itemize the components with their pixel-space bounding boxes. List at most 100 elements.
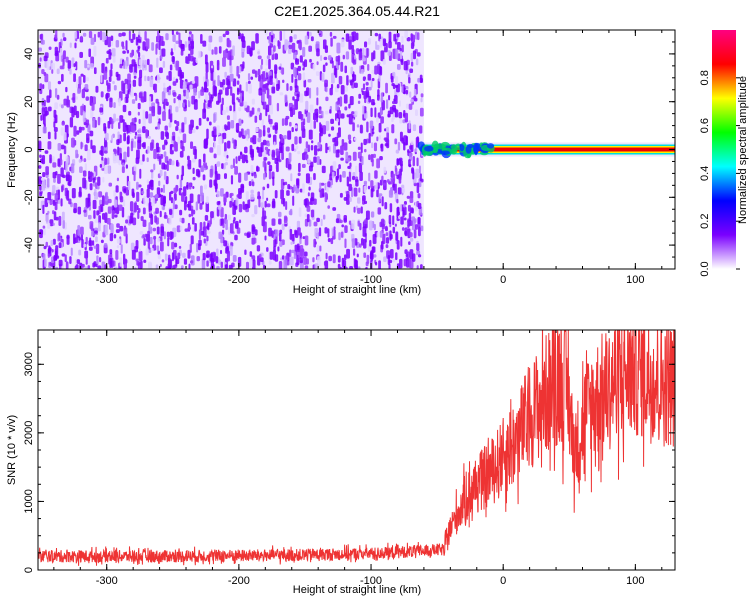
noise-blob [403, 258, 407, 267]
noise-blob [273, 239, 277, 248]
noise-blob [238, 219, 242, 224]
noise-blob [251, 150, 254, 161]
noise-blob [179, 151, 184, 158]
noise-blob [47, 210, 50, 214]
noise-blob [289, 256, 294, 266]
noise-blob [159, 169, 163, 177]
noise-blob [267, 127, 271, 133]
noise-blob [295, 145, 299, 150]
y-tick-label: 0 [23, 146, 35, 152]
noise-blob [340, 157, 344, 161]
noise-blob [262, 221, 267, 233]
noise-blob [340, 85, 345, 95]
noise-blob [409, 68, 414, 73]
noise-blob [341, 138, 345, 147]
noise-blob [78, 76, 82, 86]
noise-blob [164, 139, 168, 146]
noise-blob [332, 254, 336, 264]
noise-blob [246, 45, 251, 55]
noise-blob [78, 186, 82, 197]
noise-blob [302, 236, 306, 240]
noise-blob [263, 125, 266, 135]
noise-blob [327, 55, 332, 61]
noise-blob [137, 111, 140, 116]
noise-blob [334, 136, 339, 147]
noise-blob [339, 192, 343, 198]
snr-series [38, 330, 675, 566]
noise-blob [238, 203, 243, 213]
noise-blob [83, 158, 87, 163]
noise-blob [340, 39, 345, 48]
noise-blob [307, 192, 310, 197]
noise-blob [140, 216, 144, 221]
noise-blob [367, 86, 372, 91]
noise-blob [119, 153, 122, 161]
noise-blob [136, 191, 140, 202]
noise-blob [188, 43, 191, 51]
noise-blob [357, 266, 361, 269]
noise-blob [222, 79, 226, 86]
noise-blob [174, 204, 178, 210]
noise-blob [213, 113, 216, 123]
noise-blob [313, 115, 317, 121]
noise-blob [232, 254, 237, 262]
noise-blob [359, 171, 363, 182]
noise-blob [134, 51, 138, 59]
noise-blob [248, 180, 252, 187]
noise-blob [44, 73, 49, 83]
noise-blob [255, 127, 259, 133]
noise-blob [336, 132, 340, 139]
noise-blob [51, 62, 55, 71]
noise-blob [200, 165, 205, 173]
noise-blob [420, 93, 424, 98]
noise-blob [363, 185, 367, 193]
noise-blob [309, 104, 314, 113]
noise-blob [395, 231, 399, 241]
noise-blob [176, 174, 179, 180]
noise-blob [260, 74, 264, 80]
noise-blob [299, 188, 303, 193]
noise-blob [92, 145, 96, 154]
noise-blob [335, 218, 340, 224]
noise-blob [367, 185, 371, 190]
noise-blob [234, 165, 238, 175]
noise-blob [160, 153, 164, 159]
noise-blob [399, 258, 403, 269]
noise-blob [155, 207, 159, 214]
noise-blob [190, 141, 194, 150]
noise-blob [361, 155, 364, 166]
noise-blob [360, 68, 364, 75]
noise-blob [68, 198, 72, 205]
noise-blob [189, 193, 194, 204]
noise-blob [173, 98, 176, 104]
noise-blob [146, 157, 149, 163]
noise-blob [97, 265, 102, 269]
noise-blob [278, 211, 282, 218]
noise-blob [328, 133, 331, 137]
noise-blob [43, 245, 47, 250]
noise-blob [160, 187, 163, 193]
noise-blob [246, 232, 250, 238]
noise-blob [236, 194, 241, 198]
noise-blob [183, 200, 187, 211]
noise-blob [169, 191, 172, 201]
noise-blob [170, 231, 174, 239]
noise-blob [332, 207, 337, 211]
noise-blob [192, 128, 196, 134]
noise-blob [335, 149, 340, 158]
noise-blob [351, 238, 356, 249]
noise-blob [157, 30, 160, 41]
noise-blob [61, 253, 66, 257]
noise-blob [264, 200, 267, 208]
noise-blob [66, 99, 71, 108]
noise-blob [398, 173, 402, 184]
noise-blob [150, 247, 154, 252]
noise-blob [216, 190, 220, 198]
noise-blob [394, 183, 397, 195]
noise-blob [216, 144, 221, 156]
noise-blob [149, 192, 154, 198]
noise-blob [370, 79, 373, 88]
noise-blob [380, 240, 384, 250]
noise-blob [408, 120, 411, 130]
noise-blob [236, 129, 239, 134]
